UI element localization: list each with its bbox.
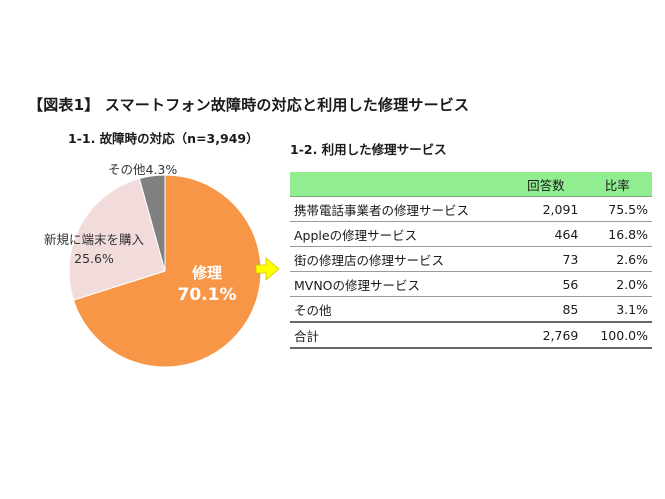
table-header-row: 回答数 比率 (290, 172, 652, 197)
table-total-row: 合計 2,769 100.0% (290, 321, 652, 349)
row-ratio: 75.5% (582, 196, 652, 222)
table-row: 携帯電話事業者の修理サービス 2,091 75.5% (290, 196, 652, 222)
header-name (290, 172, 510, 197)
figure-title: 【図表1】 スマートフォン故障時の対応と利用した修理サービス (28, 96, 470, 114)
table-title: 1-2. 利用した修理サービス (290, 142, 447, 157)
pie-slice-0 (72, 174, 262, 368)
pie-chart-title: 1-1. 故障時の対応（n=3,949） (68, 131, 259, 146)
row-name: 携帯電話事業者の修理サービス (290, 196, 510, 222)
row-name: 街の修理店の修理サービス (290, 246, 510, 272)
repair-service-table: 回答数 比率 携帯電話事業者の修理サービス 2,091 75.5% Appleの… (290, 172, 652, 349)
row-ratio: 2.0% (582, 271, 652, 297)
pie-label-repair: 修理 70.1% (172, 262, 242, 306)
row-name: その他 (290, 296, 510, 323)
row-name: Appleの修理サービス (290, 221, 510, 247)
row-count: 73 (509, 246, 583, 272)
row-ratio: 3.1% (582, 296, 652, 323)
table-row: その他 85 3.1% (290, 296, 652, 323)
pie-label-repair-name: 修理 (191, 264, 222, 282)
row-name: MVNOの修理サービス (290, 271, 510, 297)
header-ratio: 比率 (582, 172, 652, 197)
pie-slice-2 (138, 174, 166, 272)
pie-label-repair-value: 70.1% (177, 285, 237, 305)
pie-slice-1 (68, 177, 166, 301)
row-ratio: 16.8% (582, 221, 652, 247)
row-count: 56 (509, 271, 583, 297)
table-row: Appleの修理サービス 464 16.8% (290, 221, 652, 247)
arrow-icon (255, 257, 280, 281)
header-count: 回答数 (509, 172, 583, 197)
row-count: 2,091 (509, 196, 583, 222)
total-name: 合計 (290, 321, 510, 349)
pie-label-new-device-value: 25.6% (74, 251, 114, 266)
pie-label-new-device: 新規に端末を購入 25.6% (34, 230, 154, 268)
row-count: 85 (509, 296, 583, 323)
total-count: 2,769 (509, 321, 583, 349)
table-row: 街の修理店の修理サービス 73 2.6% (290, 246, 652, 272)
row-count: 464 (509, 221, 583, 247)
row-ratio: 2.6% (582, 246, 652, 272)
pie-label-other: その他4.3% (108, 162, 178, 177)
table-row: MVNOの修理サービス 56 2.0% (290, 271, 652, 297)
total-ratio: 100.0% (582, 321, 652, 349)
pie-label-new-device-name: 新規に端末を購入 (43, 232, 144, 247)
